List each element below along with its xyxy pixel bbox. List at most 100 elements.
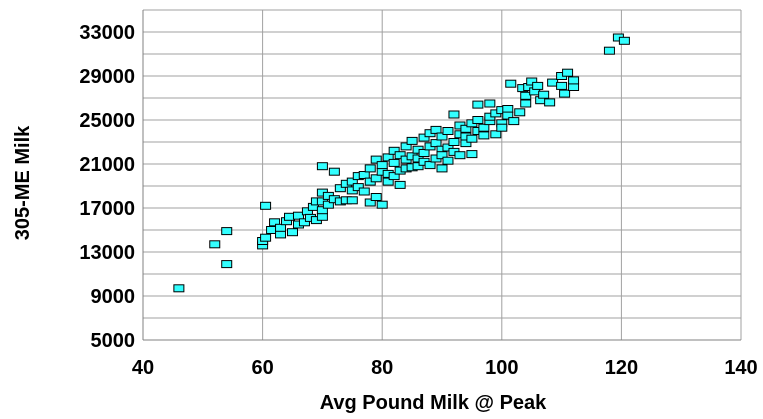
data-point [394,151,406,160]
y-tick-label: 17000 [79,198,135,220]
data-point [424,161,436,170]
x-tick-label: 120 [605,357,638,379]
data-point [430,125,442,134]
data-point [526,77,538,86]
data-point [618,36,630,45]
data-point [346,177,358,186]
data-point [568,76,580,85]
y-tick-label: 21000 [79,154,135,176]
data-point [442,127,454,135]
data-point [316,212,328,221]
data-point [436,164,448,173]
grid [142,9,742,341]
data-point [346,196,358,205]
data-point [442,143,454,152]
data-point [287,228,298,237]
y-tick-label: 13000 [79,242,135,264]
data-point [460,124,472,133]
x-tick-label: 40 [132,357,154,379]
data-point [382,177,394,186]
x-axis-title: Avg Pound Milk @ Peak [320,392,547,414]
data-point [505,79,517,88]
data-point [209,240,221,249]
data-point [502,105,514,113]
data-point [322,200,334,209]
data-point [436,151,448,160]
data-point [370,193,382,201]
data-point [316,206,328,215]
data-point [370,155,382,164]
data-point [478,123,490,132]
y-tick-label: 25000 [79,110,135,132]
data-point [221,260,233,269]
data-point [173,284,185,293]
data-point [490,130,502,139]
data-point [568,83,580,91]
data-point [559,89,571,98]
data-point [400,142,412,151]
data-points [173,33,630,293]
data-point [260,201,272,210]
x-tick-label: 140 [724,357,757,379]
y-tick-label: 33000 [79,22,135,44]
data-point [472,116,484,124]
y-tick-label: 29000 [79,66,135,88]
data-point [388,172,400,181]
data-point [436,132,448,141]
data-point [442,156,454,165]
data-point [364,164,376,173]
data-point [538,90,550,99]
tick-labels: 40 60 80 100 120 140 5000 9000 13000 17000 21000 25… [79,22,757,379]
data-point [376,200,388,209]
data-point [394,180,406,189]
data-point [496,123,508,132]
data-point [388,146,400,155]
y-tick-label: 9000 [91,286,136,308]
data-point [556,81,568,90]
data-point [364,198,376,207]
data-point [418,133,430,142]
data-point [352,183,364,192]
data-point [603,46,615,55]
data-point [328,167,340,176]
x-tick-label: 60 [251,357,273,379]
data-point [466,150,478,159]
data-point [532,81,544,90]
data-point [412,162,424,171]
data-point [370,174,382,183]
data-point [418,149,430,157]
data-point [358,187,370,196]
data-point [454,151,466,160]
data-point [334,184,346,193]
data-point [358,171,370,179]
data-point [478,131,490,140]
data-point [269,218,281,227]
data-point [221,227,233,236]
data-point [388,158,400,167]
data-point [292,211,304,220]
data-point [520,99,532,108]
data-point [275,230,287,239]
data-point [514,108,526,117]
x-tick-label: 80 [371,357,393,379]
data-point [502,111,514,120]
data-point [562,68,574,77]
data-point [376,161,388,170]
y-axis-title: 305-ME Milk [12,125,34,240]
data-point [544,98,556,107]
data-point [484,99,496,108]
data-point [472,100,484,109]
x-tick-label: 100 [485,357,518,379]
data-point [448,138,460,146]
data-point [508,117,520,126]
data-point [520,91,532,100]
data-point [430,139,442,148]
data-point [382,153,394,162]
data-point [448,110,460,119]
data-point [466,134,478,143]
data-point [406,136,418,145]
axes [142,10,741,341]
data-point [298,218,310,227]
